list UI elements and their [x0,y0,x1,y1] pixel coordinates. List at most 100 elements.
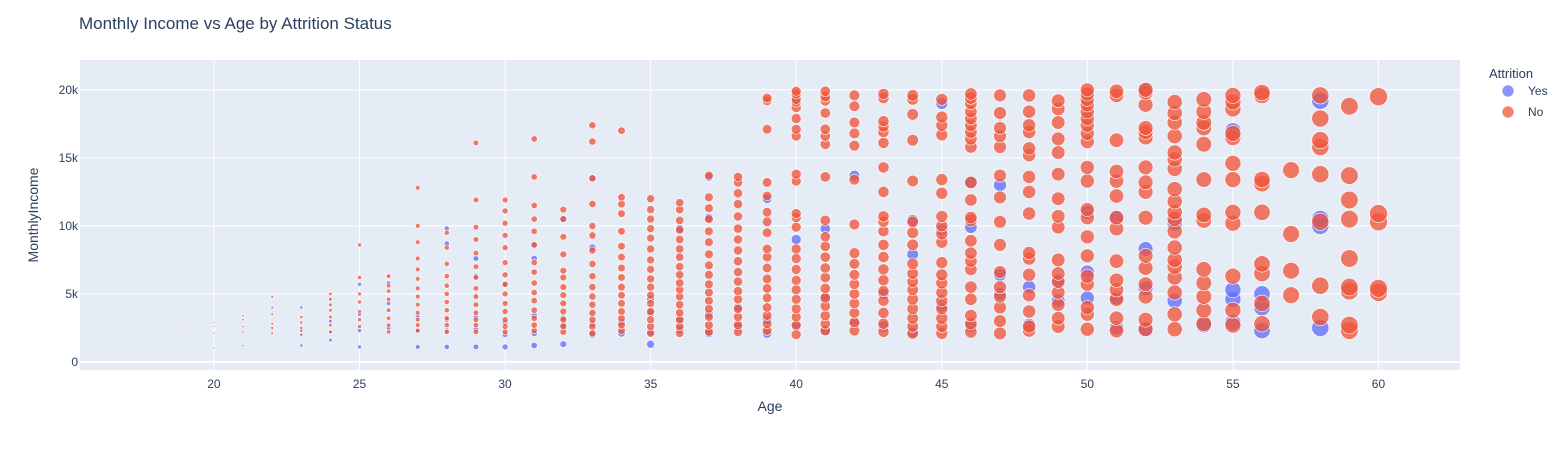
data-point[interactable] [328,338,333,343]
data-point[interactable] [761,207,773,218]
data-point[interactable] [877,285,890,297]
data-point[interactable] [646,299,655,308]
data-point[interactable] [415,327,421,334]
data-point[interactable] [964,234,978,248]
data-point[interactable] [415,293,421,300]
data-point[interactable] [270,305,274,310]
data-point[interactable] [472,328,480,336]
data-point[interactable] [646,307,655,316]
data-point[interactable] [357,291,362,297]
data-point[interactable] [212,321,216,324]
data-point[interactable] [588,322,597,331]
data-point[interactable] [588,246,597,255]
data-point[interactable] [386,288,392,294]
data-point[interactable] [472,196,480,204]
data-point[interactable] [935,256,949,269]
data-point[interactable] [790,221,802,233]
data-point[interactable] [559,307,567,316]
data-point[interactable] [1137,210,1154,226]
data-point[interactable] [357,242,362,248]
data-point[interactable] [617,263,626,273]
data-point[interactable] [935,186,949,200]
data-point[interactable] [906,238,919,251]
data-point[interactable] [704,214,714,224]
data-point[interactable] [386,273,392,279]
data-point[interactable] [357,281,362,287]
data-point[interactable] [270,331,274,335]
data-point[interactable] [386,283,392,289]
data-point[interactable] [1166,144,1183,161]
data-point[interactable] [530,173,538,181]
data-point[interactable] [1080,229,1095,245]
data-point[interactable] [1311,131,1330,150]
data-point[interactable] [530,321,538,329]
data-point[interactable] [212,346,216,350]
data-point[interactable] [617,242,626,251]
data-point[interactable] [848,218,861,231]
data-point[interactable] [328,323,333,328]
data-point[interactable] [733,303,743,314]
data-point[interactable] [617,273,626,282]
data-point[interactable] [328,302,333,307]
data-point[interactable] [819,171,831,183]
data-point[interactable] [472,224,480,231]
data-point[interactable] [993,215,1007,229]
data-point[interactable] [1311,165,1330,184]
data-point[interactable] [646,224,655,233]
data-point[interactable] [1022,118,1036,133]
data-point[interactable] [472,250,480,257]
data-point[interactable] [790,86,802,97]
data-point[interactable] [530,268,538,276]
data-point[interactable] [819,292,831,304]
data-point[interactable] [848,269,861,281]
data-point[interactable] [848,247,861,259]
data-point[interactable] [386,322,392,328]
data-point[interactable] [646,282,655,292]
data-point[interactable] [617,321,626,330]
data-point[interactable] [704,237,714,247]
data-point[interactable] [1051,145,1066,160]
data-point[interactable] [559,205,567,214]
data-point[interactable] [675,244,685,254]
data-point[interactable] [704,304,714,314]
data-point[interactable] [1137,82,1154,98]
data-point[interactable] [415,255,421,262]
data-point[interactable] [1109,310,1125,326]
data-point[interactable] [501,290,509,298]
data-point[interactable] [675,262,685,272]
data-point[interactable] [241,314,245,318]
data-point[interactable] [588,315,597,324]
data-point[interactable] [588,308,597,317]
data-point[interactable] [472,343,480,351]
data-point[interactable] [1340,166,1359,185]
data-point[interactable] [1253,171,1271,189]
data-point[interactable] [501,316,509,324]
data-point[interactable] [819,251,831,263]
data-point[interactable] [675,278,685,288]
data-point[interactable] [1282,262,1300,280]
data-point[interactable] [530,135,538,143]
data-point[interactable] [386,300,392,306]
data-point[interactable] [761,216,773,227]
data-point[interactable] [848,278,861,290]
data-point[interactable] [819,123,831,135]
data-point[interactable] [1224,301,1242,319]
data-point[interactable] [1051,131,1066,146]
data-point[interactable] [1080,300,1095,315]
data-point[interactable] [299,343,304,348]
data-point[interactable] [1080,268,1095,284]
data-point[interactable] [183,344,186,347]
data-point[interactable] [906,226,919,239]
data-point[interactable] [848,297,861,310]
data-point[interactable] [993,326,1007,340]
data-point[interactable] [617,299,626,308]
data-point[interactable] [1224,171,1242,188]
data-point[interactable] [617,227,626,236]
data-point[interactable] [588,231,597,240]
data-point[interactable] [1369,204,1388,223]
data-point[interactable] [993,314,1007,328]
data-point[interactable] [1022,184,1036,199]
data-point[interactable] [877,317,890,330]
data-point[interactable] [906,134,919,147]
data-point[interactable] [675,225,685,235]
